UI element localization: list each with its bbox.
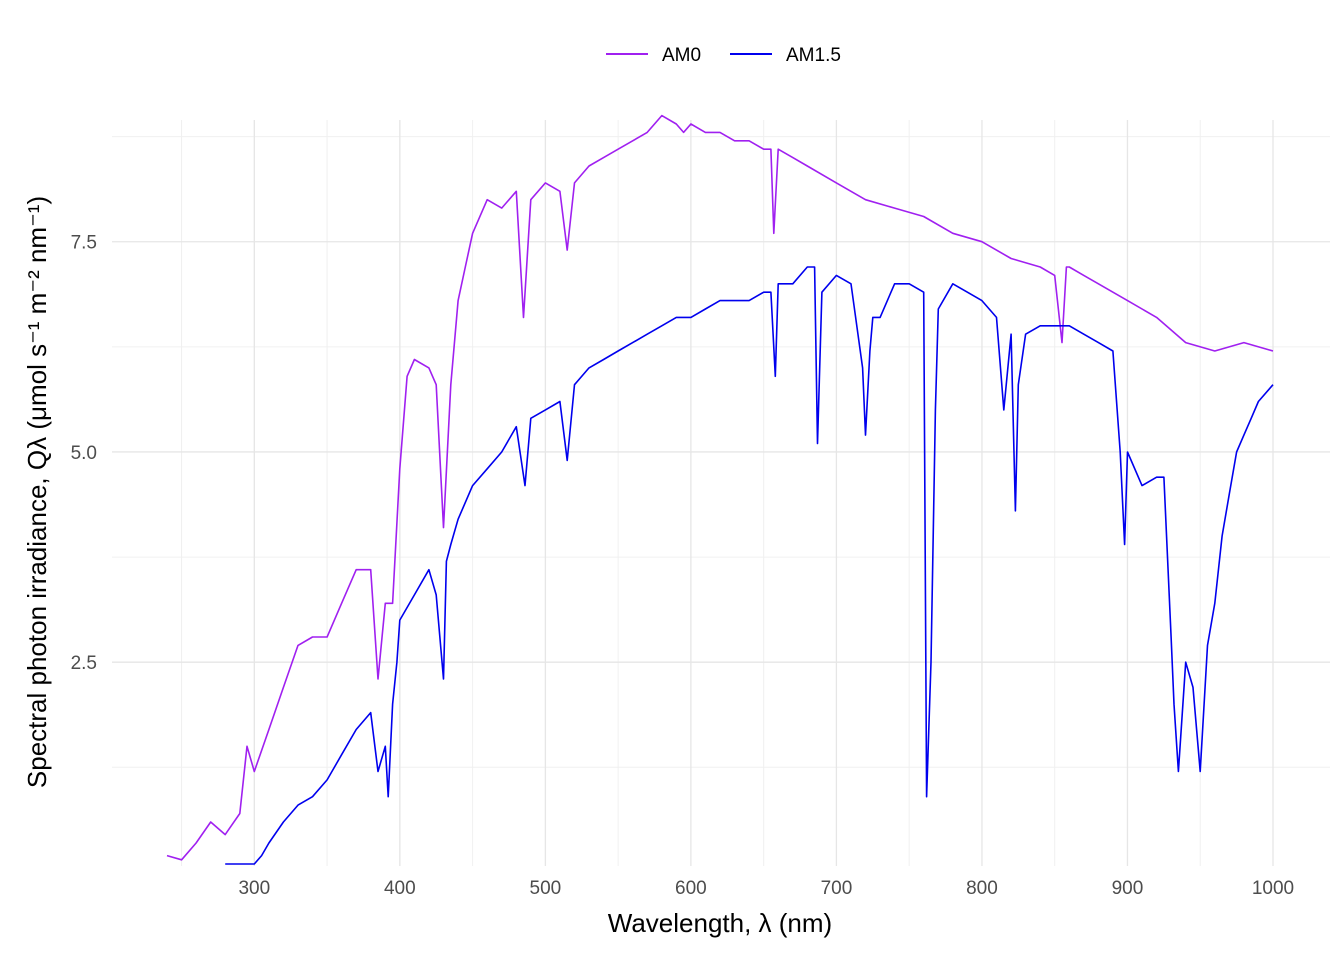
y-tick-labels: 2.5 5.0 7.5	[71, 233, 97, 674]
x-tick-label: 300	[238, 878, 270, 899]
x-tick-label: 600	[675, 878, 707, 899]
series-line-am15	[225, 266, 1274, 865]
y-tick-label: 7.5	[71, 233, 97, 254]
x-tick-label: 900	[1112, 878, 1144, 899]
x-tick-label: 500	[530, 878, 562, 899]
x-tick-label: 700	[821, 878, 853, 899]
series-line-am0	[166, 114, 1274, 861]
legend: AM0 AM1.5	[606, 45, 841, 66]
x-tick-labels: 300 400 500 600 700 800 900 1000	[238, 878, 1294, 899]
y-axis-title: Spectral photon irradiance, Qλ (μmol s⁻¹…	[22, 196, 52, 788]
grid	[112, 120, 1330, 866]
y-tick-label: 5.0	[71, 443, 97, 464]
x-tick-label: 1000	[1252, 878, 1294, 899]
x-tick-label: 400	[384, 878, 416, 899]
x-axis-title: Wavelength, λ (nm)	[608, 908, 832, 938]
legend-label-am0: AM0	[662, 45, 701, 66]
y-tick-label: 2.5	[71, 653, 97, 674]
legend-label-am15: AM1.5	[786, 45, 841, 66]
x-tick-label: 800	[966, 878, 998, 899]
series-lines	[166, 114, 1274, 865]
